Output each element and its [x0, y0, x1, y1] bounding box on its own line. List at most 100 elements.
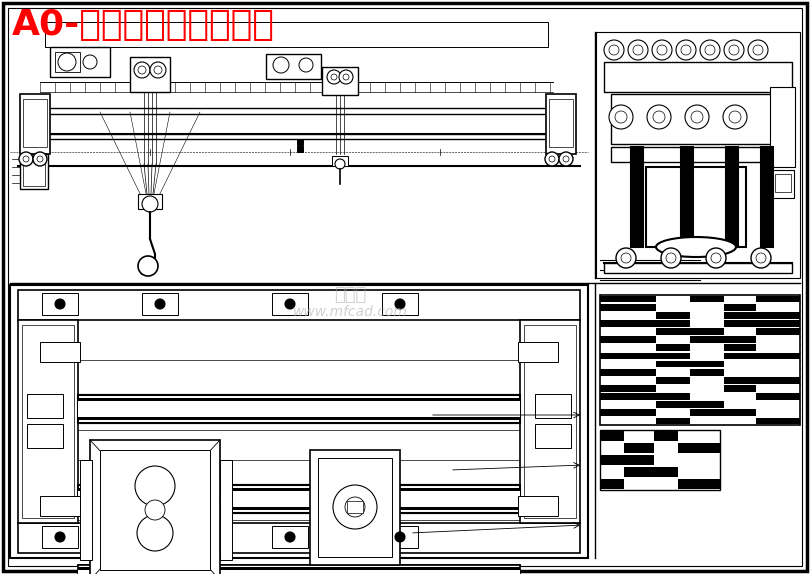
Circle shape — [285, 532, 295, 542]
Circle shape — [273, 57, 289, 73]
Bar — [78, 570, 520, 574]
Circle shape — [681, 45, 691, 55]
Circle shape — [621, 253, 631, 263]
Circle shape — [705, 45, 715, 55]
Bar — [535, 424, 571, 448]
Bar — [40, 112, 553, 134]
Bar — [272, 526, 308, 548]
Circle shape — [685, 105, 709, 129]
Bar — [600, 393, 690, 400]
Bar — [756, 328, 800, 335]
Bar — [775, 174, 791, 192]
Bar — [600, 295, 800, 425]
Bar — [596, 32, 800, 278]
Bar — [696, 443, 720, 453]
Bar — [23, 99, 47, 147]
Circle shape — [331, 74, 337, 80]
Bar — [631, 147, 643, 247]
Circle shape — [138, 66, 146, 74]
Text: A0-桥式铸造起重机总图: A0-桥式铸造起重机总图 — [12, 8, 275, 42]
Circle shape — [666, 253, 676, 263]
Circle shape — [343, 74, 349, 80]
Bar — [50, 47, 110, 77]
Bar — [130, 57, 170, 92]
Bar — [724, 304, 756, 311]
Bar — [347, 501, 363, 513]
Circle shape — [135, 466, 175, 506]
Bar — [654, 431, 678, 441]
Bar — [656, 360, 724, 367]
Circle shape — [723, 105, 747, 129]
Circle shape — [138, 256, 158, 276]
Text: 沐风网: 沐风网 — [334, 286, 366, 304]
Bar — [600, 304, 656, 311]
Bar — [297, 139, 303, 145]
Bar — [678, 479, 720, 489]
Bar — [78, 491, 520, 507]
Bar — [382, 293, 418, 315]
Circle shape — [145, 500, 165, 520]
Circle shape — [33, 152, 47, 166]
Bar — [20, 94, 50, 154]
Bar — [45, 22, 548, 47]
Circle shape — [285, 299, 295, 309]
Bar — [611, 94, 785, 144]
Bar — [600, 409, 656, 416]
Bar — [27, 424, 63, 448]
Bar — [656, 344, 690, 351]
Circle shape — [563, 156, 569, 162]
Bar — [297, 146, 303, 152]
Circle shape — [83, 55, 97, 69]
Bar — [10, 285, 588, 558]
Bar — [518, 496, 558, 516]
Bar — [42, 526, 78, 548]
Bar — [38, 108, 555, 114]
Circle shape — [395, 532, 405, 542]
Circle shape — [609, 45, 619, 55]
Circle shape — [19, 152, 33, 166]
Circle shape — [647, 105, 671, 129]
Bar — [624, 467, 678, 477]
Circle shape — [37, 156, 43, 162]
Circle shape — [711, 253, 721, 263]
Bar — [624, 443, 654, 453]
Circle shape — [751, 248, 771, 268]
Circle shape — [691, 111, 703, 123]
Bar — [142, 526, 178, 548]
Bar — [604, 263, 792, 273]
Bar — [142, 293, 178, 315]
Bar — [600, 479, 624, 489]
Bar — [549, 99, 573, 147]
Bar — [22, 325, 74, 518]
Circle shape — [155, 532, 165, 542]
Circle shape — [150, 62, 166, 78]
Circle shape — [345, 497, 365, 517]
Bar — [310, 450, 400, 565]
Circle shape — [653, 111, 665, 123]
Circle shape — [676, 40, 696, 60]
Bar — [690, 336, 756, 343]
Bar — [690, 296, 724, 302]
Bar — [78, 395, 520, 423]
Bar — [724, 312, 800, 319]
Bar — [42, 293, 78, 315]
Bar — [600, 455, 654, 465]
Circle shape — [700, 40, 720, 60]
Circle shape — [58, 53, 76, 71]
Circle shape — [748, 40, 768, 60]
Bar — [100, 450, 210, 570]
Bar — [600, 385, 656, 392]
Bar — [38, 134, 555, 139]
Bar — [600, 336, 656, 343]
Bar — [90, 440, 220, 574]
Bar — [772, 170, 794, 198]
Bar — [611, 147, 785, 162]
Bar — [724, 320, 800, 327]
Bar — [138, 194, 162, 209]
Bar — [55, 52, 80, 72]
Circle shape — [724, 40, 744, 60]
Bar — [520, 320, 580, 523]
Circle shape — [395, 299, 405, 309]
Bar — [40, 496, 80, 516]
Circle shape — [335, 159, 345, 169]
